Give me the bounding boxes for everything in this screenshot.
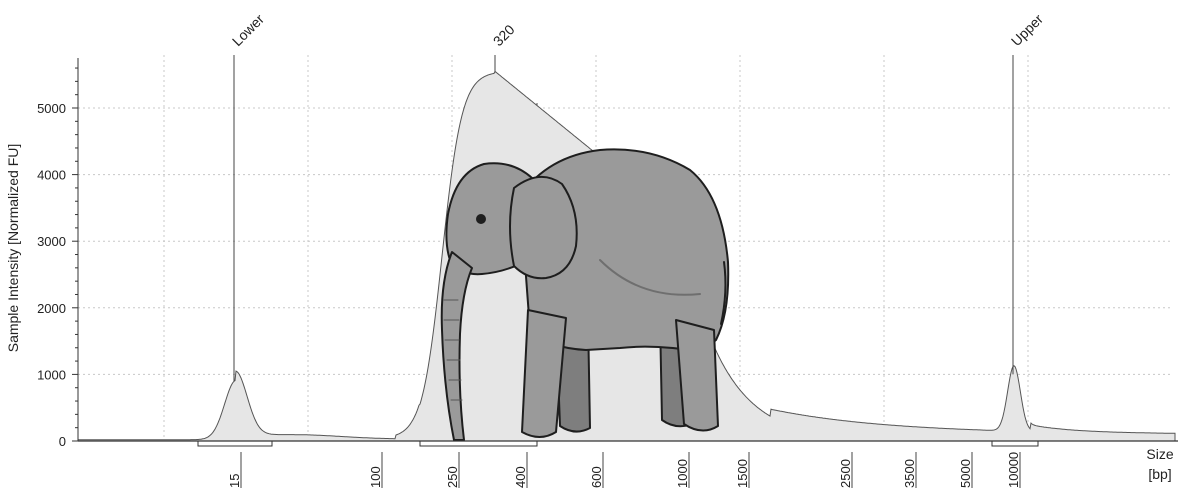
y-tick-label: 4000 [37, 168, 66, 183]
x-tick-label: 3500 [902, 459, 917, 488]
x-tick-label: 10000 [1006, 452, 1021, 488]
y-axis-label: Sample Intensity [Normalized FU] [5, 144, 21, 353]
elephant-illustration [440, 148, 730, 441]
x-tick-label: 600 [589, 466, 604, 488]
y-tick-label: 3000 [37, 234, 66, 249]
elephant-body-shading [599, 259, 701, 296]
elephant-body [519, 148, 730, 353]
x-tick-label: 400 [513, 466, 528, 488]
peak-label-lower: Lower [229, 11, 268, 50]
x-axis-ticks: 15 100 250 400 600 1000 1500 2500 3500 5000 10000 [227, 452, 1021, 488]
axes [72, 58, 1178, 442]
elephant-tail [720, 261, 727, 325]
elephant-near-hind-leg [675, 319, 719, 432]
x-axis-label-unit: [bp] [1148, 466, 1171, 482]
y-tick-label: 1000 [37, 367, 66, 382]
x-tick-label: 100 [368, 466, 383, 488]
x-tick-label: 250 [445, 466, 460, 488]
y-axis-ticks: 0 1000 2000 3000 4000 5000 [37, 101, 66, 449]
y-tick-label: 0 [59, 434, 66, 449]
region-bracket [197, 441, 273, 447]
x-tick-label: 5000 [958, 459, 973, 488]
x-tick-label: 1500 [735, 459, 750, 488]
elephant-trunk [440, 251, 473, 441]
y-tick-label: 5000 [37, 101, 66, 116]
elephant-ear [509, 176, 578, 280]
x-tick-label: 2500 [838, 459, 853, 488]
x-tick-label: 1000 [675, 459, 690, 488]
peak-label-upper: Upper [1008, 11, 1047, 50]
elephant-trunk-wrinkles [443, 299, 463, 401]
x-tick-label: 15 [227, 474, 242, 488]
elephant-eye [476, 214, 486, 224]
region-bracket [991, 441, 1039, 447]
region-bracket [419, 441, 538, 447]
x-axis-label-size: Size [1146, 446, 1173, 462]
y-tick-label: 2000 [37, 301, 66, 316]
elephant-near-front-leg [521, 309, 567, 438]
peak-label-320: 320 [490, 21, 518, 49]
